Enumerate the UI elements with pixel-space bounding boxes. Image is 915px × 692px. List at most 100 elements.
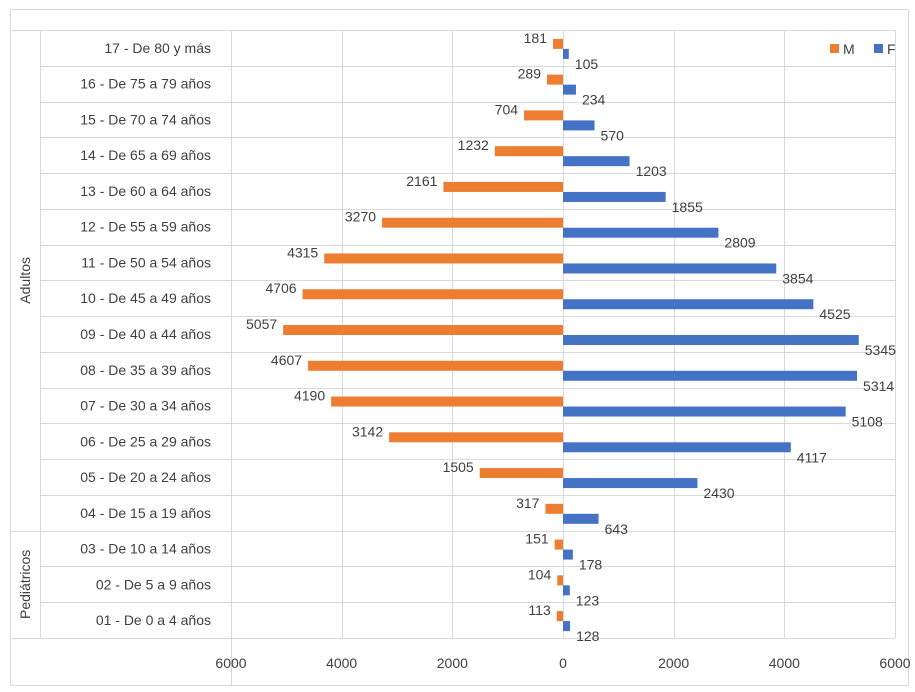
bar-m xyxy=(554,539,563,550)
data-label-m: 289 xyxy=(518,66,542,82)
x-tick-label: 6000 xyxy=(215,655,246,671)
data-label-m: 113 xyxy=(528,602,551,618)
bar-f xyxy=(563,442,791,453)
group-label: Adultos xyxy=(17,257,33,304)
group-label: Pediátricos xyxy=(17,550,33,619)
x-tick-label: 0 xyxy=(559,655,567,671)
category-label: 04 - De 15 a 19 años xyxy=(80,505,211,521)
category-label: 02 - De 5 a 9 años xyxy=(96,576,211,592)
data-label-m: 181 xyxy=(524,30,548,46)
legend-swatch-m xyxy=(830,44,839,53)
data-label-f: 5314 xyxy=(863,378,894,394)
bar-f xyxy=(563,156,630,167)
data-label-m: 104 xyxy=(528,566,552,582)
data-label-m: 1505 xyxy=(443,459,474,475)
data-label-f: 2809 xyxy=(724,235,755,251)
data-label-f: 4117 xyxy=(797,449,827,465)
x-tick-label: 4000 xyxy=(326,655,357,671)
bar-m xyxy=(545,503,563,514)
bar-f xyxy=(563,227,719,238)
data-label-m: 317 xyxy=(516,495,540,511)
data-label-f: 234 xyxy=(582,92,606,108)
bar-m xyxy=(552,38,563,49)
bar-m xyxy=(524,110,563,121)
category-label: 16 - De 75 a 79 años xyxy=(80,76,211,92)
data-label-m: 4315 xyxy=(287,244,318,260)
legend-label-m: M xyxy=(843,41,855,57)
bar-m xyxy=(494,146,563,157)
bar-m xyxy=(302,289,563,300)
bar-m xyxy=(479,468,563,479)
bar-f xyxy=(563,549,573,560)
bar-f xyxy=(563,299,814,310)
data-label-m: 1232 xyxy=(458,137,489,153)
data-label-f: 1855 xyxy=(672,199,703,215)
bar-f xyxy=(563,84,576,95)
category-label: 15 - De 70 a 74 años xyxy=(80,111,211,127)
x-tick-label: 4000 xyxy=(769,655,800,671)
x-tick-label: 2000 xyxy=(658,655,689,671)
category-label: 03 - De 10 a 14 años xyxy=(80,541,211,557)
data-label-f: 5108 xyxy=(852,414,883,430)
bar-m xyxy=(308,360,563,371)
bar-f xyxy=(563,263,777,274)
data-label-f: 178 xyxy=(579,557,603,573)
bar-f xyxy=(563,513,599,524)
category-label: 17 - De 80 y más xyxy=(104,40,211,56)
bar-f xyxy=(563,585,570,596)
bar-m xyxy=(382,217,563,228)
x-tick-label: 2000 xyxy=(437,655,468,671)
data-label-f: 3854 xyxy=(782,270,813,286)
data-label-m: 3142 xyxy=(352,423,383,439)
legend-swatch-f xyxy=(874,44,883,53)
bar-f xyxy=(563,335,859,345)
category-label: 13 - De 60 a 64 años xyxy=(80,183,211,199)
bar-m xyxy=(557,575,563,586)
bar-m xyxy=(331,396,563,407)
category-label: 05 - De 20 a 24 años xyxy=(80,469,211,485)
category-label: 12 - De 55 a 59 años xyxy=(80,219,211,235)
category-label: 09 - De 40 a 44 años xyxy=(80,326,211,342)
bar-m xyxy=(547,74,563,85)
data-label-f: 123 xyxy=(576,592,600,608)
category-label: 11 - De 50 a 54 años xyxy=(81,254,211,270)
bar-f xyxy=(563,191,666,202)
bar-f xyxy=(563,406,846,417)
data-label-f: 2430 xyxy=(703,485,734,501)
bar-m xyxy=(324,253,563,264)
category-label: 07 - De 30 a 34 años xyxy=(80,398,211,414)
x-tick-label: 6000 xyxy=(879,655,910,671)
bar-f xyxy=(563,370,858,381)
bar-f xyxy=(563,621,571,632)
data-label-m: 4190 xyxy=(294,388,325,404)
bar-f xyxy=(563,478,698,489)
category-label: 01 - De 0 a 4 años xyxy=(96,612,211,628)
bar-f xyxy=(563,120,595,131)
bar-m xyxy=(283,325,563,335)
data-label-m: 4706 xyxy=(265,280,296,296)
bar-m xyxy=(443,181,563,192)
data-label-f: 5345 xyxy=(865,342,896,358)
category-label: 08 - De 35 a 39 años xyxy=(80,362,211,378)
data-label-m: 704 xyxy=(495,101,519,117)
chart-border xyxy=(10,9,909,686)
category-label: 06 - De 25 a 29 años xyxy=(80,433,211,449)
category-label: 10 - De 45 a 49 años xyxy=(80,290,211,306)
data-label-f: 1203 xyxy=(636,163,667,179)
data-label-f: 128 xyxy=(576,628,600,644)
bar-m xyxy=(389,432,563,443)
data-label-f: 643 xyxy=(605,521,629,537)
data-label-m: 3270 xyxy=(345,209,376,225)
data-label-m: 2161 xyxy=(406,173,437,189)
legend-label-f: F xyxy=(887,41,896,57)
data-label-m: 4607 xyxy=(271,352,302,368)
bar-m xyxy=(556,611,563,622)
category-label: 14 - De 65 a 69 años xyxy=(80,147,211,163)
data-label-f: 4525 xyxy=(819,306,850,322)
data-label-m: 5057 xyxy=(246,316,277,332)
data-label-f: 570 xyxy=(601,127,625,143)
data-label-f: 105 xyxy=(575,56,599,72)
bar-f xyxy=(563,48,569,59)
